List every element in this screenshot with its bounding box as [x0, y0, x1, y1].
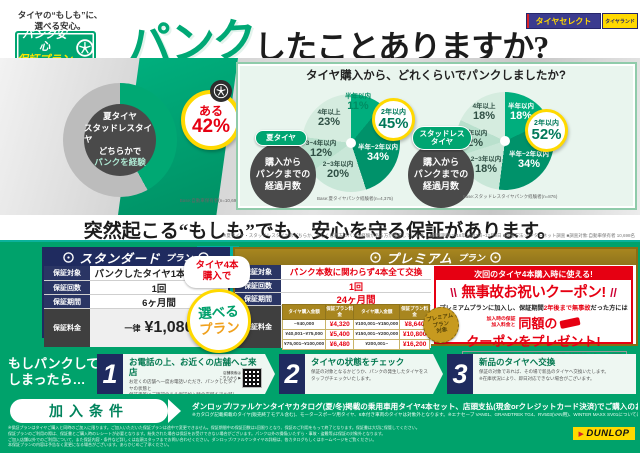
studless-pill: スタッドレス タイヤ [412, 126, 472, 150]
reassurance-headline: 突然起こる“もしも”でも、安心を守る保証があります。 [83, 221, 557, 242]
price-row: ~¥40,000 ¥4,320 ¥100,001~¥150,000 ¥8,640 [281, 319, 430, 330]
summer-pill: 夏タイヤ [255, 130, 307, 146]
premium-plan-header: プレミアム プラン [235, 249, 636, 266]
main-headline: パンクしたことありますか? [124, 13, 549, 72]
conditions-sub: ※カタログ記載掲載のタイヤ(販売終了モデル含む)、モータースポーツ用タイヤ、6本… [192, 412, 638, 417]
coupon-gift-small: 加入時の保証 加入料金と [486, 316, 516, 328]
premium-table: 保証対象 パンク本数に関わらず4本全て交換 保証回数 1回 保証期間 24ヶ月間… [235, 265, 431, 350]
step1-box: お電話の上、お近くの店舗へご来店 お近くの店舗へ一度お電話いただき、パンクしたタ… [123, 354, 275, 394]
coupon-box: 次回のタイヤ4本購入時に使える! \\ 無事故お祝いクーポン! // プレミアム… [434, 266, 633, 375]
step3-body: 保証の対象であれば、その場で新品のタイヤへ交換いたします。 ※在庫状況により、即… [479, 369, 609, 381]
tire-wheel-icon [370, 251, 381, 263]
steps-intro: もしパンクして しまったら… [8, 356, 100, 388]
choose-bubble-top: タイヤ4本 購入で [184, 256, 250, 288]
price-row: ¥40,001~¥75,000 ¥5,400 ¥150,001~¥200,000… [281, 329, 430, 340]
studless-pie-center [500, 136, 510, 146]
coupon-top-band: 次回のタイヤ4本購入時に使える! [436, 268, 631, 280]
premium-plan-card: プレミアム プラン 保証対象 パンク本数に関わらず4本全て交換 保証回数 1回 … [233, 247, 638, 375]
step2-number: 2 [279, 354, 305, 394]
summer-base-note: Base:夏タイヤパンク経験者(n=4,375) [317, 196, 393, 201]
coupon-gift-line2: クーポンをプレゼント! [466, 334, 601, 349]
studless-slice-label-2: 2~3年以内 18% [470, 155, 502, 175]
studless-slice-label-1: 半年~2年以内 34% [509, 150, 549, 170]
standard-row-fee: 保証料金 一律 ¥1,080 [44, 309, 228, 347]
step2-body: 保証の対象となるかどうか、パンクの発生したタイヤをスタッフがチェックいたします。 [311, 369, 428, 381]
studless-slice-label-0: 半年以内 18% [508, 102, 534, 122]
tire-icon [210, 80, 232, 102]
dunlop-arrow-icon: ▶ [578, 430, 585, 438]
experience-base-note: Base:自動車保有者(n=10,698) [179, 198, 241, 203]
coupon-gift-row: 加入時の保証 加入料金と 同額の [436, 313, 631, 332]
tire-icon-glyph [213, 83, 229, 99]
studless-slice-label-4: 4年以上 18% [472, 102, 496, 122]
qr-label: 店舗検索は こちらから ▶ [219, 371, 241, 380]
store-badge-tireselect: タイヤセレクト [526, 13, 601, 29]
coupon-condition: プレミアムプランに加入し、保証期間2年後まで無事故だった方には [439, 305, 628, 312]
tire-wheel-icon [76, 38, 94, 57]
summer-slice-label-4: 4年以上 23% [317, 108, 341, 128]
dunlop-logo: ▶ DUNLOP [573, 427, 635, 440]
premium-row-target: 保証対象 パンク本数に関わらず4本全て交換 [235, 265, 431, 280]
step3-box: 新品のタイヤへ交換 保証の対象であれば、その場で新品のタイヤへ交換いたします。 … [473, 354, 636, 394]
premium-price-table-wrap: タイヤ購入金額 保証プラン料金 タイヤ購入金額 保証プラン料金 ~¥40,000… [281, 304, 431, 350]
step3-number: 3 [447, 354, 473, 394]
summer-slice-label-3: 3~4年以内 12% [305, 139, 337, 159]
experience-donut-label: 夏タイヤ スタッドレスタイヤ どちらかで パンクを経験 [84, 104, 156, 176]
coupon-ticket-icon [559, 316, 582, 329]
conditions-label: 加入条件 [10, 399, 168, 423]
summer-slice-label-1: 半年~2年以内 34% [358, 143, 398, 163]
store-badge-tireland: タイヤランド [602, 13, 638, 29]
summer-pie-center [346, 138, 356, 148]
step2-box: タイヤの状態をチェック 保証の対象となるかどうか、パンクの発生したタイヤをスタッ… [305, 354, 443, 394]
standard-row-count: 保証回数 1回 [44, 281, 228, 295]
premium-row-fee: 保証料金 タイヤ購入金額 保証プラン料金 タイヤ購入金額 保証プラン料金 ~¥4… [235, 304, 431, 350]
price-row: ¥75,001~¥100,000 ¥6,480 ¥200,001~ ¥16,20… [281, 339, 430, 350]
conditions-main: ダンロップ/ファルケンタイヤカタログ(夏/冬)掲載の乗用車用タイヤ4本セット、店… [192, 402, 638, 411]
summer-slice-label-0: 半年以内 11% [345, 92, 371, 112]
studless-callout: 2年以内 52% [525, 109, 568, 152]
studless-slice-label-3: 3~4年以内 12% [456, 129, 488, 149]
conditions-arrow [168, 399, 181, 423]
experience-answer-callout: ある 42% [181, 90, 241, 150]
studless-months-label: 購入から パンクまでの 経過月数 [408, 142, 474, 208]
premium-price-table: タイヤ購入金額 保証プラン料金 タイヤ購入金額 保証プラン料金 ~¥40,000… [281, 304, 430, 350]
premium-row-count: 保証回数 1回 [235, 280, 431, 293]
studless-base-note: Base:スタッドレスタイヤパンク経験者(n=876) [462, 194, 558, 199]
summer-months-label: 購入から パンクまでの 経過月数 [250, 142, 316, 208]
legal-text: ※保証プランはタイヤご購入と同時のご加入に限ります。ご加入いただいた保証プランは… [8, 425, 420, 448]
survey-footnote: ※夏タイヤ・スタッドレスタイヤのどちらか、もしくは両方にパンク経験がある方が回答… [222, 233, 635, 238]
coupon-headline-row: \\ 無事故お祝いクーポン! // [450, 285, 617, 301]
summer-callout: 2年以内 45% [372, 98, 415, 141]
qr-code [242, 368, 262, 388]
summer-slice-label-2: 2~3年以内 20% [322, 160, 354, 180]
step1-number: 1 [97, 354, 123, 394]
question-title: タイヤ購入から、どれくらいでパンクしましたか? [306, 70, 566, 82]
standard-plan-header: スタンダード プラン [44, 249, 228, 266]
tire-wheel-icon [490, 251, 501, 263]
tire-wheel-icon [63, 252, 75, 263]
tagline: タイヤの“もしも”に、 選べる安心。 [17, 10, 103, 32]
